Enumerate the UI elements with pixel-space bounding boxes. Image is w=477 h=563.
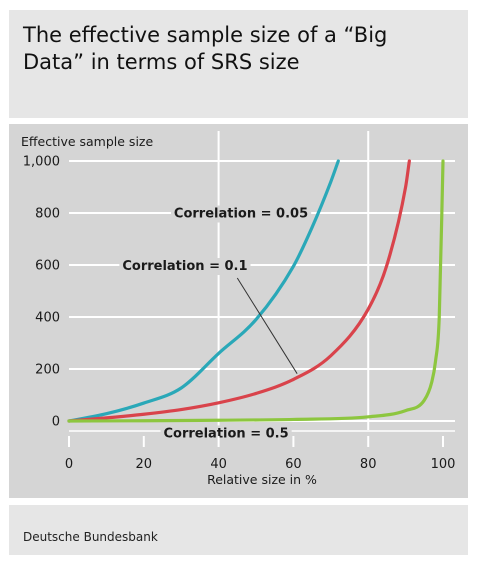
x-tick-label: 20 [136, 457, 153, 472]
source-panel: Deutsche Bundesbank [9, 505, 468, 555]
line-layer [67, 159, 445, 423]
y-tick-label: 200 [35, 363, 60, 378]
series-annotation-3: Correlation = 0.5 [163, 426, 288, 441]
x-tick-label: 100 [431, 457, 456, 472]
annotation-background [119, 258, 251, 276]
tick-layer: 0 200 400 600 800 1,000 0 20 40 60 80 100 [23, 155, 456, 473]
series-line-2 [67, 159, 411, 423]
y-tick-label: 0 [52, 415, 60, 430]
x-tick-label: 60 [285, 457, 302, 472]
grid-layer [69, 131, 455, 432]
y-tick-label: 600 [35, 259, 60, 274]
x-tick-label: 0 [65, 457, 73, 472]
annotation-leader-line [236, 277, 298, 374]
series-line-3 [67, 159, 445, 423]
y-tick-label: 400 [35, 311, 60, 326]
y-tick-label: 1,000 [23, 155, 60, 170]
annotation-background [160, 425, 292, 443]
x-tick-label: 40 [210, 457, 227, 472]
x-axis-title: Relative size in % [207, 472, 317, 487]
series-annotation-2: Correlation = 0.1 [122, 259, 247, 274]
x-tick-label: 80 [360, 457, 377, 472]
annotation-background [170, 205, 312, 223]
y-axis-title: Effective sample size [21, 134, 153, 149]
y-tick-label: 800 [35, 207, 60, 222]
source-note: Deutsche Bundesbank [23, 530, 158, 544]
annotation-layer: Correlation = 0.05 Correlation = 0.1 Corre… [119, 205, 312, 443]
chart-title: The effective sample size of a “Big Data… [23, 23, 388, 74]
series-annotation-1: Correlation = 0.05 [174, 207, 308, 222]
series-line-1 [67, 159, 340, 423]
title-panel: The effective sample size of a “Big Data… [9, 10, 468, 118]
